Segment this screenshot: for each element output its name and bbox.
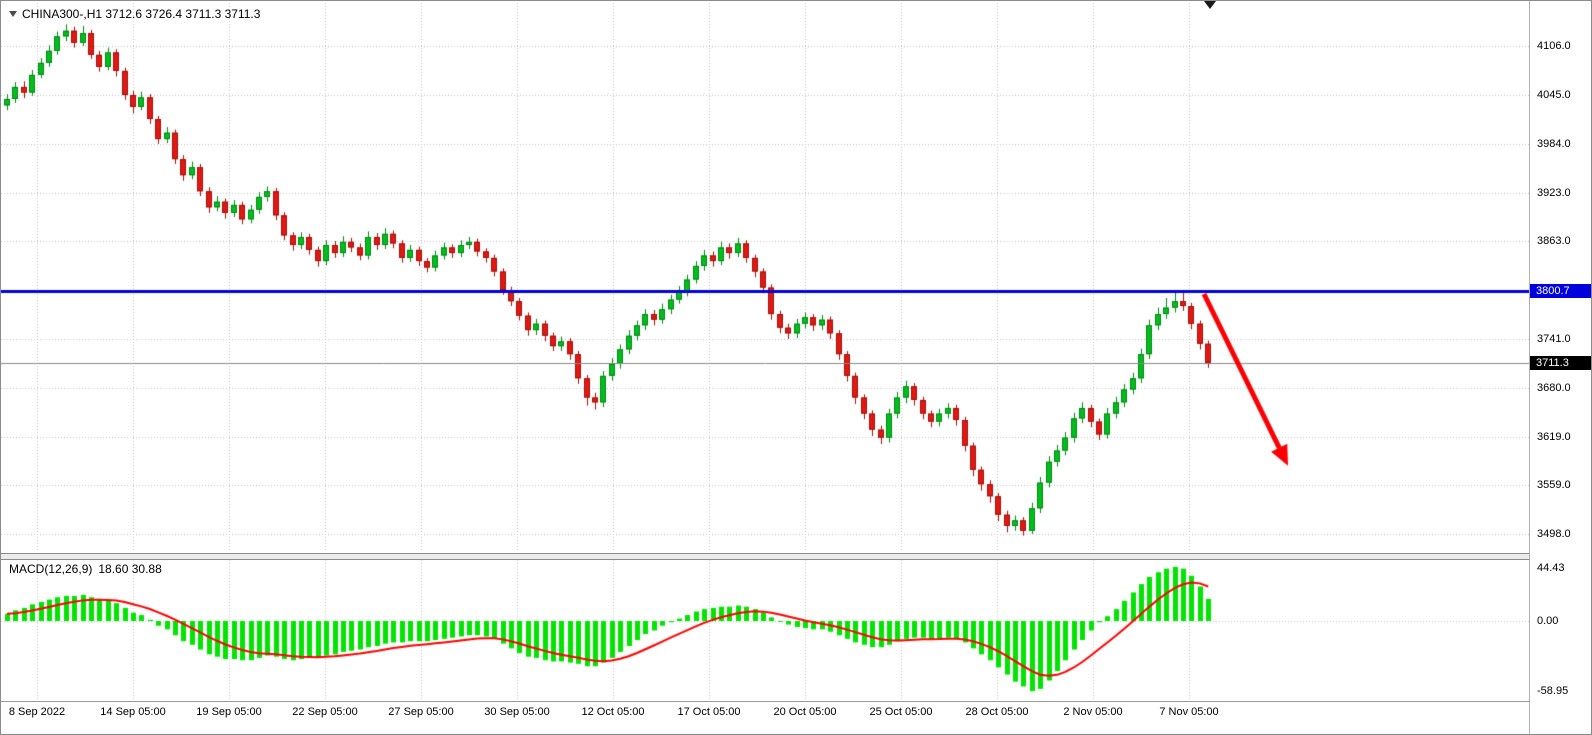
macd-indicator-values: 18.60 30.88 xyxy=(98,562,162,576)
time-axis-label: 25 Oct 05:00 xyxy=(869,706,933,718)
macd-tick-label: 44.43 xyxy=(1537,562,1565,575)
symbol-title-text: CHINA300-,H1 3712.6 3726.4 3711.3 3711.3 xyxy=(22,7,261,21)
time-axis[interactable]: 8 Sep 2022 14 Sep 05:00 19 Sep 05:00 22 Sep… xyxy=(1,701,1531,734)
time-axis-label: 22 Sep 05:00 xyxy=(292,706,358,718)
price-tick-label: 3559.0 xyxy=(1537,479,1571,492)
macd-indicator-name: MACD(12,26,9) xyxy=(9,562,93,576)
time-axis-label: 27 Sep 05:00 xyxy=(388,706,454,718)
macd-tick-label: 0.00 xyxy=(1537,615,1559,627)
price-tick-label: 3680.0 xyxy=(1537,381,1571,394)
price-tick-label: 4106.0 xyxy=(1537,40,1571,52)
time-axis-label: 17 Oct 05:00 xyxy=(677,706,741,718)
symbol-label: CHINA300-,H1 3712.6 3726.4 3711.3 3711.3 xyxy=(9,7,260,21)
time-axis-label: 20 Oct 05:00 xyxy=(773,706,837,718)
time-axis-label: 19 Sep 05:00 xyxy=(196,706,262,718)
resistance-price-tag: 3800.7 xyxy=(1530,284,1591,299)
chart-shift-marker[interactable] xyxy=(1204,1,1216,9)
price-tick-label: 3923.0 xyxy=(1537,186,1571,199)
time-axis-label: 14 Sep 05:00 xyxy=(100,706,166,718)
macd-tick-label: -58.95 xyxy=(1537,685,1569,698)
price-axis[interactable]: 3800.7 3711.3 4106.0 4045.0 3984.0 3923.0 38… xyxy=(1529,1,1591,734)
price-tick-label: 3984.0 xyxy=(1537,137,1571,150)
price-tick-label: 4045.0 xyxy=(1537,88,1571,101)
price-tick-label: 3619.0 xyxy=(1537,430,1571,443)
time-axis-label: 12 Oct 05:00 xyxy=(581,706,645,718)
price-tick-label: 3741.0 xyxy=(1537,332,1571,345)
price-tick-label: 3863.0 xyxy=(1537,235,1571,248)
macd-indicator-label: MACD(12,26,9) 18.60 30.88 xyxy=(9,562,168,576)
pane-divider[interactable] xyxy=(1,553,1591,560)
price-tick-label: 3498.0 xyxy=(1537,527,1571,540)
time-axis-label: 8 Sep 2022 xyxy=(8,706,66,718)
time-axis-label: 2 Nov 05:00 xyxy=(1063,706,1123,718)
current-price-tag: 3711.3 xyxy=(1530,355,1591,370)
time-axis-label: 30 Sep 05:00 xyxy=(484,706,550,718)
time-axis-label: 7 Nov 05:00 xyxy=(1159,706,1219,718)
symbol-dropdown-icon xyxy=(9,11,17,17)
time-axis-label: 28 Oct 05:00 xyxy=(965,706,1029,718)
